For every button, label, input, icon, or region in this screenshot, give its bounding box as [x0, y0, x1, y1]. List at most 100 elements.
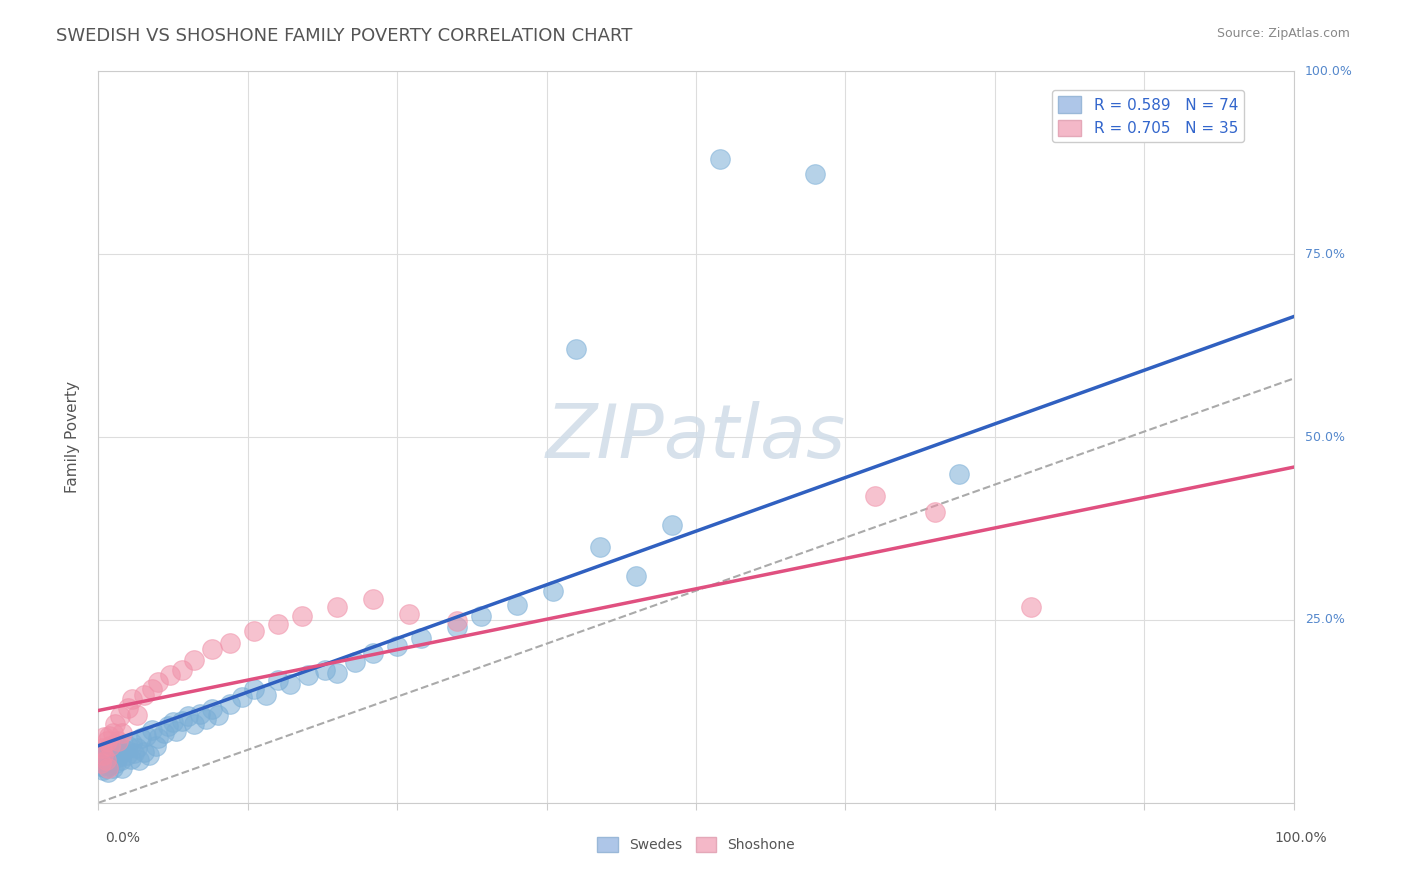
Point [105, 737, 128, 751]
Point [219, 636, 242, 650]
Point [411, 632, 433, 646]
Point [93, 730, 115, 744]
Point [156, 719, 179, 733]
Point [104, 716, 127, 731]
Point [177, 709, 200, 723]
Point [195, 712, 218, 726]
Point [948, 467, 970, 481]
Point [94, 761, 117, 775]
Point [172, 714, 194, 728]
Point [108, 745, 131, 759]
Point [201, 642, 224, 657]
Point [243, 682, 266, 697]
Point [385, 639, 409, 653]
Point [132, 745, 155, 759]
Point [91, 763, 114, 777]
Point [267, 673, 290, 687]
Point [924, 505, 946, 519]
Point [446, 615, 468, 629]
Point [470, 609, 492, 624]
Point [138, 748, 160, 763]
Point [145, 739, 167, 753]
Point [105, 756, 128, 770]
Point [315, 663, 337, 677]
Point [183, 716, 205, 731]
Point [626, 569, 648, 583]
Text: ZIPatlas: ZIPatlas [546, 401, 846, 473]
Point [110, 753, 132, 767]
Point [278, 677, 301, 691]
Text: 100.0%: 100.0% [1305, 65, 1353, 78]
Point [172, 663, 194, 677]
Point [104, 740, 127, 755]
Point [91, 740, 114, 755]
Point [98, 739, 122, 753]
Point [541, 583, 564, 598]
Point [141, 682, 163, 697]
Point [90, 756, 112, 770]
Point [231, 690, 253, 704]
Point [297, 667, 319, 681]
Point [188, 706, 211, 721]
Point [103, 748, 125, 763]
Point [90, 759, 112, 773]
Point [804, 167, 827, 181]
Point [101, 726, 124, 740]
Point [243, 624, 266, 638]
Point [97, 746, 120, 760]
Point [91, 748, 114, 763]
Point [117, 700, 139, 714]
Point [91, 756, 114, 770]
Point [344, 656, 367, 670]
Point [121, 692, 143, 706]
Point [97, 765, 120, 780]
Point [446, 620, 468, 634]
Point [98, 757, 121, 772]
Point [219, 697, 242, 711]
Point [115, 748, 138, 763]
Point [93, 745, 115, 759]
Point [201, 702, 224, 716]
Point [661, 517, 683, 532]
Point [131, 731, 153, 746]
Point [363, 592, 385, 607]
Point [148, 675, 170, 690]
Point [254, 688, 277, 702]
Point [128, 753, 150, 767]
Text: 100.0%: 100.0% [1275, 831, 1327, 845]
Point [1019, 599, 1042, 614]
Point [96, 753, 118, 767]
Point [162, 715, 184, 730]
Point [865, 489, 887, 503]
Y-axis label: Family Poverty: Family Poverty [65, 381, 80, 493]
Legend: Swedes, Shoshone: Swedes, Shoshone [591, 831, 801, 858]
Point [132, 688, 155, 702]
Point [506, 599, 529, 613]
Text: 75.0%: 75.0% [1305, 248, 1344, 260]
Point [125, 740, 148, 755]
Point [363, 646, 385, 660]
Point [398, 607, 420, 621]
Point [97, 761, 120, 775]
Point [96, 733, 118, 747]
Point [291, 609, 314, 624]
Point [107, 733, 129, 747]
Text: 25.0%: 25.0% [1305, 614, 1344, 626]
Point [108, 709, 131, 723]
Point [98, 743, 122, 757]
Point [98, 750, 122, 764]
Point [98, 729, 121, 743]
Point [107, 750, 129, 764]
Point [121, 736, 143, 750]
Point [141, 723, 163, 737]
Point [125, 708, 148, 723]
Point [165, 724, 187, 739]
Point [153, 726, 176, 740]
Point [91, 748, 114, 763]
Point [111, 726, 134, 740]
Point [93, 756, 115, 770]
Point [135, 729, 157, 743]
Point [148, 731, 170, 746]
Text: 0.0%: 0.0% [105, 831, 141, 845]
Point [101, 761, 124, 775]
